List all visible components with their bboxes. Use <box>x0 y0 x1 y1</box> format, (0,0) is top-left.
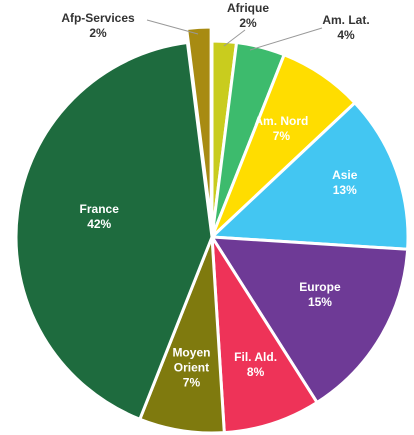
slice-value-france: 42% <box>87 217 111 231</box>
slice-name-afrique: Afrique <box>227 1 269 15</box>
slice-label-asie: Asie 13% <box>332 168 358 197</box>
pie-slice-europe <box>210 235 410 404</box>
pie-slice-france <box>14 41 214 421</box>
slice-label-france: France 42% <box>80 202 120 231</box>
slice-name-moyen-orient: Moyen <box>172 346 210 360</box>
slice-label-moyen-orient: Moyen Orient 7% <box>172 346 210 390</box>
slice-label-europe: Europe 15% <box>299 280 341 309</box>
leader-line-afp-services <box>146 19 199 35</box>
pie-slice-asie <box>210 101 410 251</box>
slice-label-fil-ald: Fil. Ald. 8% <box>234 350 277 379</box>
pie-slices <box>14 25 410 435</box>
slice-value-am-nord: 7% <box>273 129 291 143</box>
slice-value-am-lat: 4% <box>337 28 355 42</box>
slice-value-moyen-orient: 7% <box>183 376 201 390</box>
slice-value-europe: 15% <box>308 295 332 309</box>
slice-value-afp-services: 2% <box>89 26 107 40</box>
leader-line-afrique <box>223 29 246 47</box>
pie-slice-afp-services <box>185 25 213 225</box>
slice-name-fil-ald: Fil. Ald. <box>234 350 277 364</box>
slice-labels: Afrique 2% Am. Lat. 4%Am. Nord 7%Asie 13%Euro… <box>61 1 369 390</box>
slice-value-fil-ald: 8% <box>247 365 265 379</box>
slice-name-france: France <box>80 202 120 216</box>
leader-line-am-lat <box>249 27 323 51</box>
slice-value-afrique: 2% <box>239 16 257 30</box>
slice-label-am-lat: Am. Lat. 4% <box>322 13 369 42</box>
slice-value-asie: 13% <box>333 183 357 197</box>
leader-lines <box>146 19 323 51</box>
pie-slice-fil-ald <box>210 235 319 435</box>
slice-name-am-lat: Am. Lat. <box>322 13 369 27</box>
slice-label-am-nord: Am. Nord 7% <box>254 114 308 143</box>
slice-name-asie: Asie <box>332 168 358 182</box>
slice-name-europe: Europe <box>299 280 341 294</box>
slice-label-afrique: Afrique 2% <box>227 1 269 30</box>
slice-label-afp-services: Afp-Services 2% <box>61 11 135 40</box>
slice-name-moyen-orient: Orient <box>174 361 209 375</box>
slice-name-am-nord: Am. Nord <box>254 114 308 128</box>
slice-name-afp-services: Afp-Services <box>61 11 135 25</box>
